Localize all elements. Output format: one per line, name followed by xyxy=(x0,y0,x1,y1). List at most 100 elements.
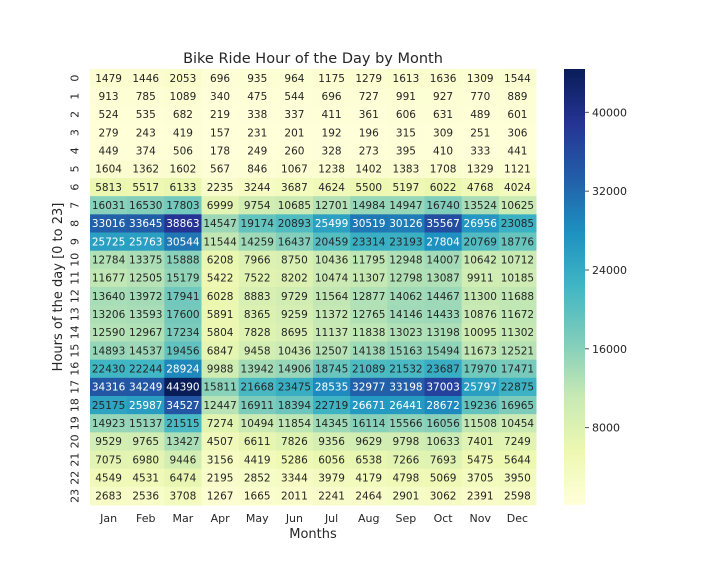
heatmap-cell xyxy=(238,468,277,488)
cell-value-label: 5422 xyxy=(207,273,234,285)
cell-value-label: 14893 xyxy=(92,345,125,357)
x-tick-label: Jan xyxy=(99,512,117,525)
cell-value-label: 441 xyxy=(507,146,527,158)
x-tick-label: Mar xyxy=(173,512,194,525)
cell-value-label: 35567 xyxy=(426,218,459,230)
y-tick-label: 11 xyxy=(69,271,82,285)
cell-value-label: 20893 xyxy=(278,218,311,230)
heatmap-cells xyxy=(90,69,537,506)
cell-value-label: 34316 xyxy=(92,382,126,394)
heatmap-cell xyxy=(313,141,351,161)
cell-value-label: 12877 xyxy=(352,291,385,303)
heatmap-cell xyxy=(461,268,500,288)
cell-value-label: 273 xyxy=(359,146,379,158)
y-tick-label: 4 xyxy=(69,147,82,154)
cell-value-label: 4798 xyxy=(393,473,420,485)
cell-value-label: 1613 xyxy=(393,73,420,85)
heatmap-cell xyxy=(201,196,240,215)
y-tick-label: 18 xyxy=(69,398,82,412)
cell-value-label: 28924 xyxy=(166,364,200,376)
heatmap-cell xyxy=(164,178,202,197)
cell-value-label: 10685 xyxy=(278,200,311,212)
cell-value-label: 14062 xyxy=(389,291,422,303)
cell-value-label: 2536 xyxy=(132,491,159,503)
heatmap-cell xyxy=(127,341,165,361)
heatmap-cell xyxy=(387,232,425,252)
cell-value-label: 178 xyxy=(210,146,230,158)
heatmap-cell xyxy=(350,196,388,215)
cell-value-label: 9458 xyxy=(244,345,271,357)
heatmap-cell xyxy=(461,105,500,124)
heatmap-cell xyxy=(275,69,314,88)
cell-value-label: 19456 xyxy=(166,345,200,357)
heatmap-cell xyxy=(127,123,165,143)
heatmap-cell xyxy=(164,377,202,397)
heatmap-cell xyxy=(90,432,128,451)
cell-value-label: 16114 xyxy=(352,418,386,430)
heatmap-cell xyxy=(350,232,388,252)
heatmap-cell xyxy=(350,287,388,306)
heatmap-cell xyxy=(275,323,314,342)
heatmap-cell xyxy=(313,305,351,324)
cell-value-label: 14433 xyxy=(426,309,459,321)
cell-value-label: 15494 xyxy=(426,345,460,357)
cell-value-label: 15811 xyxy=(203,382,236,394)
heatmap-cell xyxy=(498,69,537,88)
heatmap-cell xyxy=(387,268,425,288)
cell-value-label: 785 xyxy=(136,91,156,103)
heatmap-cell xyxy=(461,486,500,506)
heatmap-cell xyxy=(238,159,277,179)
heatmap-cell xyxy=(238,69,277,88)
heatmap-cell xyxy=(313,396,351,415)
cell-value-label: 7266 xyxy=(393,454,420,466)
cell-value-label: 28535 xyxy=(315,382,348,394)
cell-value-label: 10642 xyxy=(464,255,497,267)
heatmap-cell xyxy=(461,178,500,197)
cell-value-label: 13972 xyxy=(129,291,162,303)
heatmap-cell xyxy=(127,305,165,324)
heatmap-cell xyxy=(164,69,202,88)
heatmap-cell xyxy=(275,214,314,233)
cell-value-label: 6022 xyxy=(430,182,457,194)
heatmap-cell xyxy=(127,268,165,288)
heatmap-cell xyxy=(313,178,351,197)
heatmap-cell xyxy=(127,196,165,215)
chart-title: Bike Ride Hour of the Day by Month xyxy=(183,51,443,67)
heatmap-cell xyxy=(387,287,425,306)
heatmap-cell xyxy=(90,323,128,342)
cell-value-label: 475 xyxy=(247,91,267,103)
heatmap-cell xyxy=(424,250,463,270)
cell-value-label: 26956 xyxy=(464,218,498,230)
heatmap-cell xyxy=(424,450,463,470)
heatmap-cell xyxy=(313,232,351,252)
cell-value-label: 1175 xyxy=(318,73,345,85)
cell-value-label: 4507 xyxy=(207,436,234,448)
heatmap-cell xyxy=(387,141,425,161)
heatmap-cell xyxy=(461,123,500,143)
y-tick-label: 23 xyxy=(69,489,82,503)
heatmap-cell xyxy=(313,159,351,179)
cell-value-label: 9259 xyxy=(281,309,308,321)
cell-value-label: 3979 xyxy=(318,473,345,485)
heatmap-cell xyxy=(201,341,240,361)
heatmap-cell xyxy=(127,450,165,470)
heatmap-cell xyxy=(127,432,165,451)
heatmap-cell xyxy=(387,468,425,488)
cell-value-label: 15566 xyxy=(389,418,423,430)
cell-value-label: 25499 xyxy=(315,218,348,230)
cell-value-label: 3950 xyxy=(504,473,531,485)
cell-value-label: 1089 xyxy=(170,91,197,103)
cell-value-label: 6611 xyxy=(244,436,271,448)
cell-value-label: 27804 xyxy=(426,236,460,248)
x-tick-label: Sep xyxy=(396,512,417,525)
cell-value-label: 2464 xyxy=(355,491,382,503)
cell-value-label: 11688 xyxy=(501,291,534,303)
heatmap-cell xyxy=(313,287,351,306)
x-tick-label: May xyxy=(246,512,269,525)
heatmap-cell xyxy=(127,178,165,197)
cell-value-label: 3062 xyxy=(430,491,457,503)
cell-value-label: 2901 xyxy=(393,491,420,503)
heatmap-cell xyxy=(461,305,500,324)
heatmap-cell xyxy=(90,196,128,215)
cell-value-label: 2195 xyxy=(207,473,234,485)
